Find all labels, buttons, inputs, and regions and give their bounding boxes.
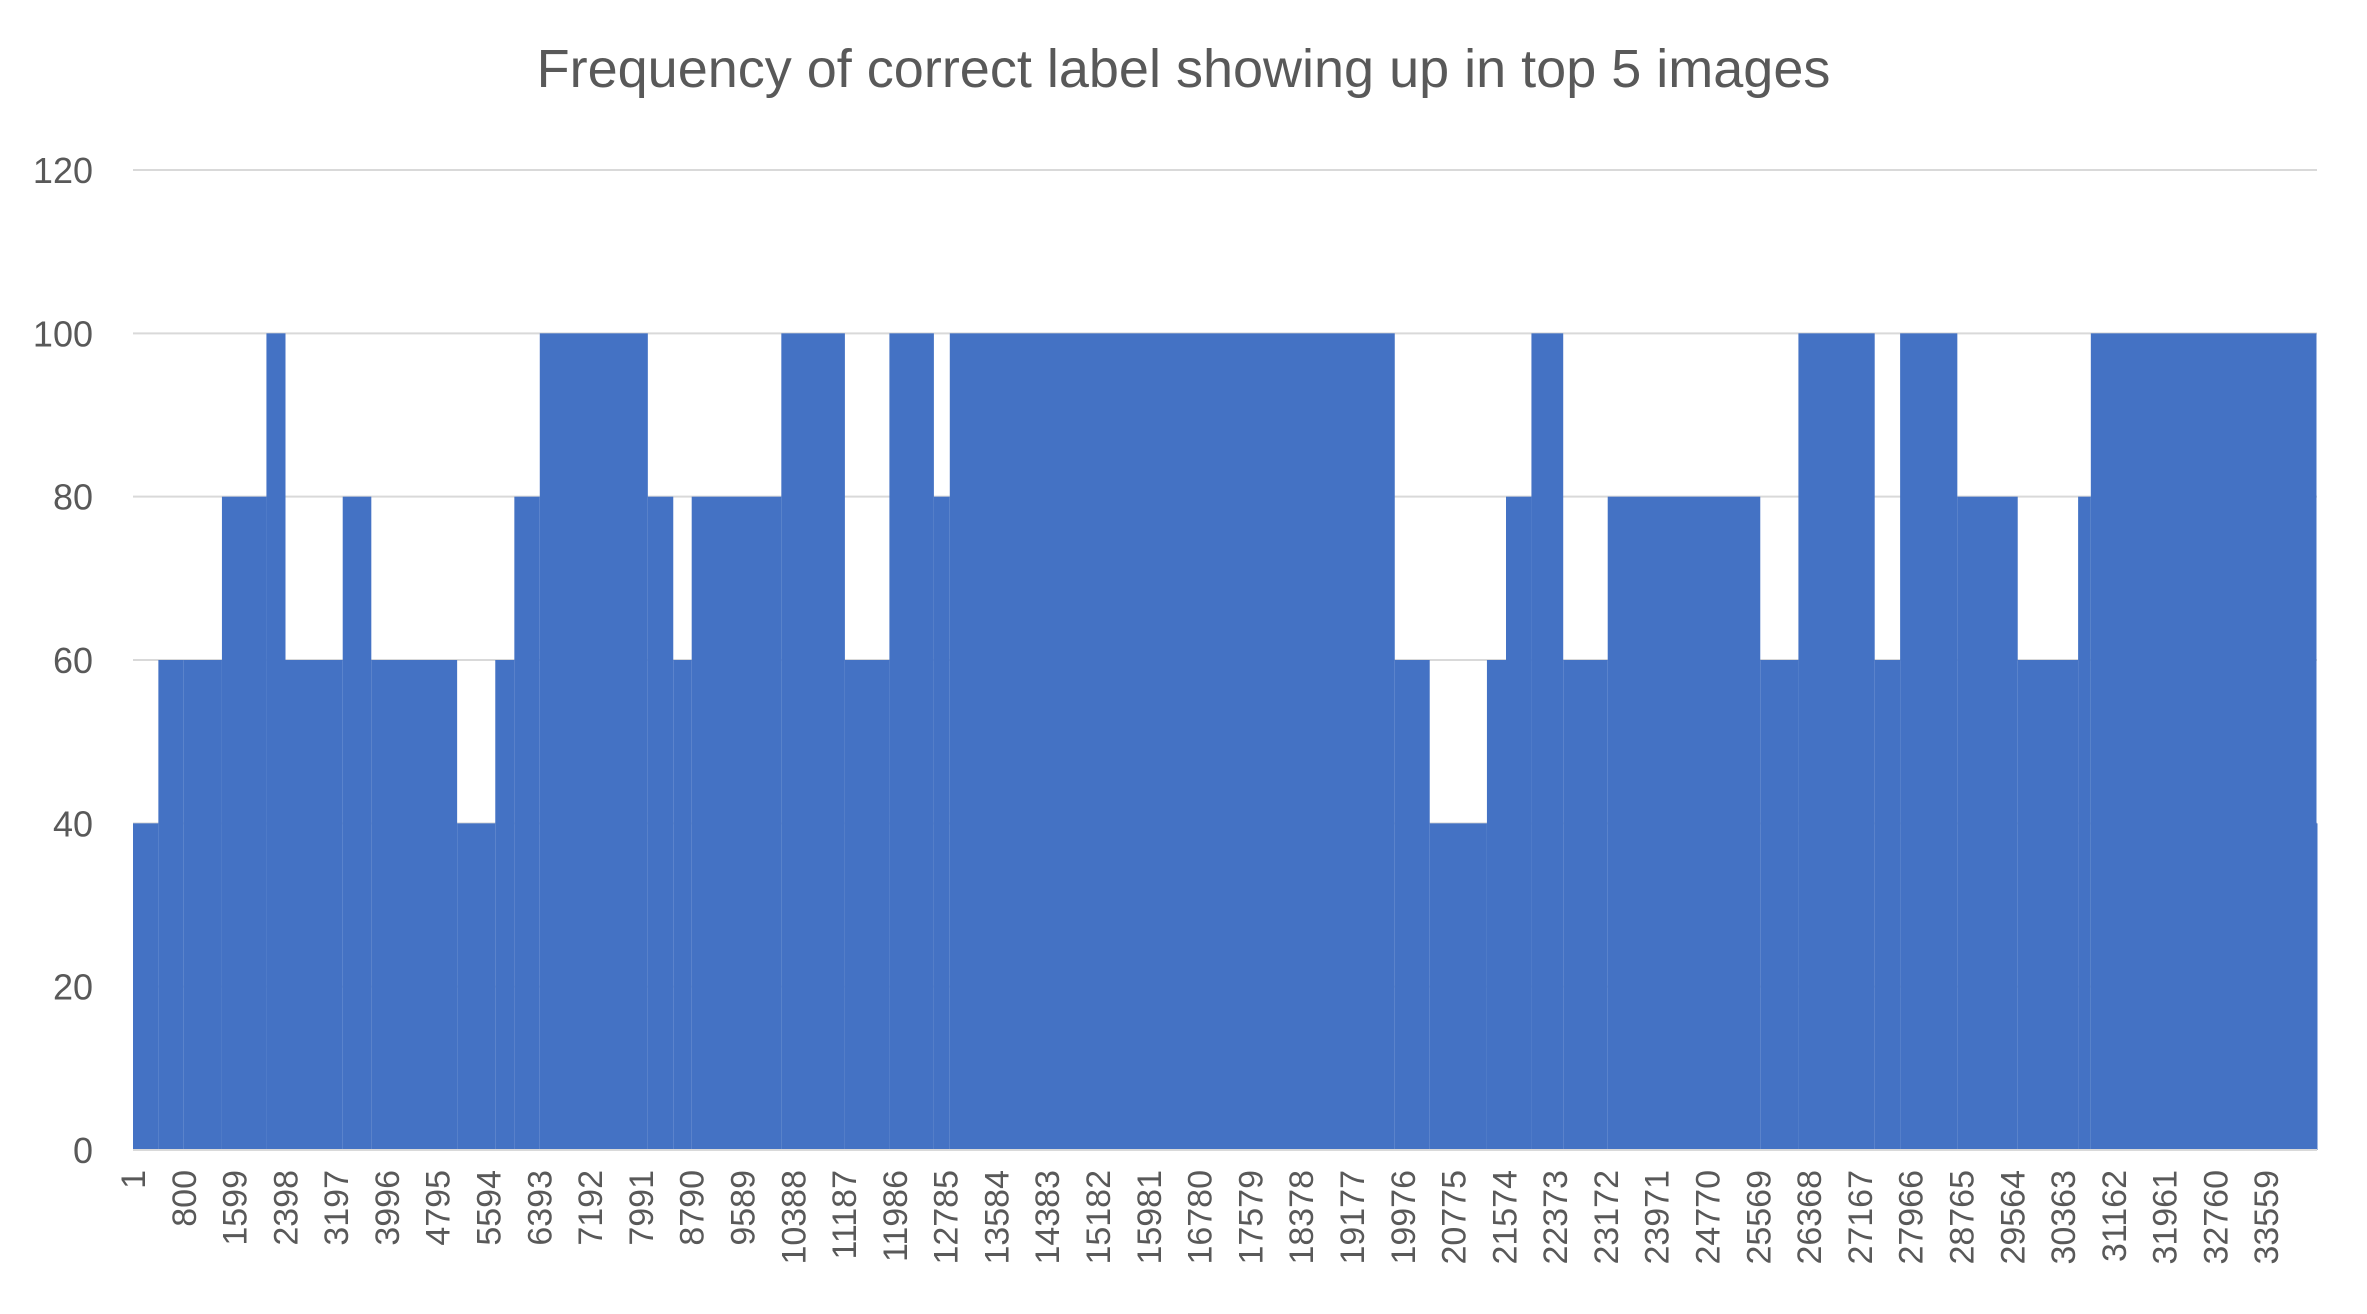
x-tick-label: 23971 [1639, 1170, 1677, 1265]
bar-segment [889, 333, 934, 1150]
x-tick-label: 4795 [420, 1170, 458, 1246]
x-tick-label: 33559 [2248, 1170, 2286, 1265]
bar-segment [514, 496, 540, 1151]
x-tick-label: 20775 [1436, 1170, 1474, 1265]
bar-segment [539, 333, 648, 1150]
bar-segment [691, 496, 782, 1151]
x-tick-label: 7192 [572, 1170, 610, 1246]
x-tick-label: 32760 [2197, 1170, 2235, 1265]
x-tick-label: 3197 [318, 1170, 356, 1246]
bar-segment [2316, 823, 2318, 1150]
x-tick-label: 31162 [2096, 1170, 2134, 1262]
y-tick-label: 120 [33, 150, 93, 191]
bar-segment [1531, 333, 1564, 1150]
bar-segment [1607, 496, 1761, 1151]
bar-segment [221, 496, 267, 1151]
x-tick-label: 14383 [1029, 1170, 1067, 1265]
x-tick-label: 23172 [1588, 1170, 1626, 1265]
bar-segment [949, 333, 1395, 1150]
x-tick-label: 16780 [1182, 1170, 1220, 1265]
bars [133, 333, 2318, 1151]
x-tick-label: 8790 [674, 1170, 712, 1246]
bar-segment [183, 660, 222, 1150]
bar-segment [2090, 333, 2317, 1150]
x-tick-label: 7991 [623, 1170, 661, 1246]
x-tick-label: 19177 [1334, 1170, 1372, 1265]
y-tick-label: 80 [53, 477, 93, 518]
x-tick-label: 31961 [2147, 1170, 2185, 1265]
x-tick-label: 2398 [267, 1170, 305, 1246]
x-tick-label: 21574 [1486, 1170, 1524, 1265]
x-tick-label: 800 [166, 1170, 204, 1227]
x-tick-label: 26368 [1791, 1170, 1829, 1265]
x-tick-label: 3996 [369, 1170, 407, 1246]
bar-segment [1394, 660, 1430, 1150]
x-tick-label: 22373 [1537, 1170, 1575, 1265]
y-tick-label: 40 [53, 803, 93, 844]
bar-segment [1760, 660, 1799, 1150]
y-tick-labels: 0 20 40 60 80 100 120 [33, 150, 93, 1171]
x-tick-label: 6393 [521, 1170, 559, 1246]
bar-segment [158, 660, 184, 1150]
bar-segment [1563, 660, 1608, 1150]
bar-segment [1798, 333, 1875, 1150]
x-tick-label: 13584 [978, 1170, 1016, 1265]
x-tick-label: 1599 [217, 1170, 255, 1246]
y-tick-label: 0 [73, 1130, 93, 1171]
bar-segment [1506, 496, 1532, 1151]
bar-segment [933, 496, 950, 1151]
bar-segment [133, 823, 159, 1150]
x-tick-label: 17579 [1232, 1170, 1270, 1265]
x-tick-labels: 1 800 1599 2398 3197 3996 4795 5594 6393 7192 7991… [115, 1170, 2286, 1265]
x-tick-label: 19976 [1385, 1170, 1423, 1265]
x-tick-label: 29564 [1994, 1170, 2032, 1265]
bar-segment [673, 660, 692, 1150]
x-tick-label: 18378 [1283, 1170, 1321, 1265]
x-tick-label: 11187 [826, 1170, 864, 1260]
y-tick-label: 60 [53, 640, 93, 681]
bar-segment [844, 660, 890, 1150]
chart-title: Frequency of correct label showing up in… [536, 39, 1831, 99]
bar-segment [495, 660, 515, 1150]
bar-segment [1429, 823, 1487, 1150]
y-tick-label: 100 [33, 313, 93, 354]
bar-segment [457, 823, 496, 1150]
bar-segment [1486, 660, 1507, 1150]
bar-segment [2017, 660, 2079, 1150]
x-tick-label: 1 [115, 1170, 153, 1189]
x-tick-label: 9589 [724, 1170, 762, 1246]
x-tick-label: 15182 [1080, 1170, 1118, 1265]
x-tick-label: 25569 [1740, 1170, 1778, 1265]
bar-segment [266, 333, 286, 1150]
bar-segment [781, 333, 845, 1150]
x-tick-label: 12785 [928, 1170, 966, 1265]
x-tick-label: 30363 [2045, 1170, 2083, 1265]
x-tick-label: 27167 [1842, 1170, 1880, 1265]
bar-segment [342, 496, 372, 1151]
x-tick-label: 28765 [1943, 1170, 1981, 1265]
x-tick-label: 24770 [1690, 1170, 1728, 1265]
bar-segment [1900, 333, 1958, 1150]
bar-segment [1874, 660, 1901, 1150]
bar-segment [285, 660, 343, 1150]
x-tick-label: 10388 [775, 1170, 813, 1265]
bar-segment [371, 660, 458, 1150]
bar-segment [2078, 496, 2091, 1151]
x-tick-label: 15981 [1131, 1170, 1169, 1265]
x-tick-label: 5594 [471, 1170, 509, 1246]
bar-segment [647, 496, 674, 1151]
y-tick-label: 20 [53, 967, 93, 1008]
x-tick-label: 27966 [1893, 1170, 1931, 1265]
x-tick-label: 11986 [877, 1170, 915, 1262]
bar-segment [1957, 496, 2018, 1151]
